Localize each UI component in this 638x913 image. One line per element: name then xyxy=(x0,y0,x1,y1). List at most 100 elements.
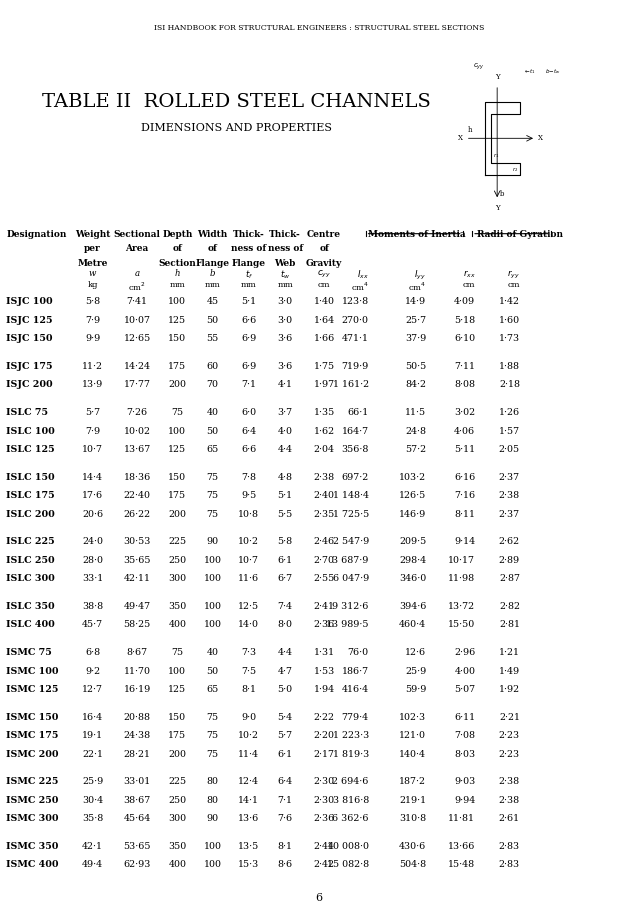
Text: 9·0: 9·0 xyxy=(241,713,256,722)
Text: 10·02: 10·02 xyxy=(124,426,151,436)
Text: ISJC 175: ISJC 175 xyxy=(6,362,53,371)
Text: $r_1$: $r_1$ xyxy=(493,152,499,160)
Text: 11·4: 11·4 xyxy=(239,750,259,759)
Text: 6·8: 6·8 xyxy=(85,648,100,657)
Text: 2·38: 2·38 xyxy=(499,778,520,786)
Text: 2·55: 2·55 xyxy=(313,574,335,583)
Text: 8·1: 8·1 xyxy=(241,685,256,694)
Text: 2·37: 2·37 xyxy=(499,473,520,482)
Text: 400: 400 xyxy=(168,620,186,629)
Text: 8·03: 8·03 xyxy=(454,750,475,759)
Text: 3·0: 3·0 xyxy=(278,316,293,325)
Text: 2·30: 2·30 xyxy=(313,796,335,805)
Text: 10 008·0: 10 008·0 xyxy=(327,842,369,851)
Text: 35·8: 35·8 xyxy=(82,814,103,824)
Text: 1·64: 1·64 xyxy=(313,316,335,325)
Text: ISLC 150: ISLC 150 xyxy=(6,473,55,482)
Text: 697·2: 697·2 xyxy=(341,473,369,482)
Text: 5·18: 5·18 xyxy=(454,316,475,325)
Text: 100: 100 xyxy=(204,620,221,629)
Text: 2·89: 2·89 xyxy=(499,556,520,565)
Text: 1·57: 1·57 xyxy=(499,426,520,436)
Text: Y: Y xyxy=(495,205,500,213)
Text: 6·16: 6·16 xyxy=(454,473,475,482)
Text: Radii of Gyration: Radii of Gyration xyxy=(477,230,563,239)
Text: 14·24: 14·24 xyxy=(124,362,151,371)
Text: 50·5: 50·5 xyxy=(405,362,426,371)
Text: ISLC 300: ISLC 300 xyxy=(6,574,55,583)
Text: 2·38: 2·38 xyxy=(313,473,335,482)
Text: 7·8: 7·8 xyxy=(241,473,256,482)
Text: 102·3: 102·3 xyxy=(399,713,426,722)
Text: 150: 150 xyxy=(168,334,186,343)
Text: 25·7: 25·7 xyxy=(405,316,426,325)
Text: ISMC 225: ISMC 225 xyxy=(6,778,59,786)
Text: 1·66: 1·66 xyxy=(313,334,335,343)
Text: Flange: Flange xyxy=(232,258,266,268)
Text: 13·66: 13·66 xyxy=(448,842,475,851)
Text: 1·31: 1·31 xyxy=(313,648,335,657)
Text: 100: 100 xyxy=(204,860,221,869)
Text: 42·1: 42·1 xyxy=(82,842,103,851)
Text: 8·11: 8·11 xyxy=(454,509,475,519)
Text: $c_{yy}$: $c_{yy}$ xyxy=(317,268,331,279)
Text: 125: 125 xyxy=(168,685,186,694)
Text: 209·5: 209·5 xyxy=(399,538,426,546)
Text: 1·40: 1·40 xyxy=(314,298,334,307)
Text: 2·38: 2·38 xyxy=(499,796,520,805)
Text: 3 687·9: 3 687·9 xyxy=(332,556,369,565)
Text: 6·7: 6·7 xyxy=(278,574,293,583)
Text: ISJC 150: ISJC 150 xyxy=(6,334,53,343)
Text: 5·8: 5·8 xyxy=(278,538,293,546)
Text: of: of xyxy=(172,245,182,254)
Text: 14·0: 14·0 xyxy=(239,620,259,629)
Text: Web: Web xyxy=(274,258,296,268)
Text: b: b xyxy=(210,268,215,278)
Text: 20·88: 20·88 xyxy=(124,713,151,722)
Text: 11·81: 11·81 xyxy=(449,814,475,824)
Text: 1 223·3: 1 223·3 xyxy=(332,731,369,740)
Text: 140·4: 140·4 xyxy=(399,750,426,759)
Text: 186·7: 186·7 xyxy=(341,666,369,676)
Text: cm: cm xyxy=(463,281,475,289)
Text: mm: mm xyxy=(170,281,185,289)
Text: 2·04: 2·04 xyxy=(314,445,334,454)
Text: 123·8: 123·8 xyxy=(341,298,369,307)
Text: cm$^2$: cm$^2$ xyxy=(128,281,146,293)
Text: 7·9: 7·9 xyxy=(85,316,100,325)
Text: 7·5: 7·5 xyxy=(241,666,256,676)
Text: Thick-: Thick- xyxy=(269,230,301,239)
Text: cm$^4$: cm$^4$ xyxy=(351,281,369,293)
Text: 1·62: 1·62 xyxy=(313,426,335,436)
Text: mm: mm xyxy=(241,281,256,289)
Text: cm$^4$: cm$^4$ xyxy=(408,281,426,293)
Text: 5·8: 5·8 xyxy=(85,298,100,307)
Text: 2·18: 2·18 xyxy=(499,381,520,389)
Text: X: X xyxy=(457,134,463,142)
Text: 18·36: 18·36 xyxy=(124,473,151,482)
Text: 187·2: 187·2 xyxy=(399,778,426,786)
Text: 121·0: 121·0 xyxy=(399,731,426,740)
Text: 4·7: 4·7 xyxy=(278,666,293,676)
Text: 200: 200 xyxy=(168,750,186,759)
Text: 50: 50 xyxy=(206,316,219,325)
Text: 75: 75 xyxy=(206,750,219,759)
Text: mm: mm xyxy=(278,281,293,289)
Text: 4·8: 4·8 xyxy=(278,473,293,482)
Text: 50: 50 xyxy=(206,666,219,676)
Text: 125: 125 xyxy=(168,316,186,325)
Text: 2·83: 2·83 xyxy=(499,842,520,851)
Text: 3·6: 3·6 xyxy=(278,334,293,343)
Text: 40: 40 xyxy=(207,648,218,657)
Text: 24·0: 24·0 xyxy=(82,538,103,546)
Text: 3·6: 3·6 xyxy=(278,362,293,371)
Text: 1 819·3: 1 819·3 xyxy=(332,750,369,759)
Text: cm: cm xyxy=(507,281,520,289)
Text: 225: 225 xyxy=(168,538,186,546)
Text: 90: 90 xyxy=(206,538,219,546)
Text: per: per xyxy=(84,245,101,254)
Text: ISLC 125: ISLC 125 xyxy=(6,445,55,454)
Text: 7·41: 7·41 xyxy=(127,298,147,307)
Text: 11·70: 11·70 xyxy=(124,666,151,676)
Text: 2·36: 2·36 xyxy=(313,620,335,629)
